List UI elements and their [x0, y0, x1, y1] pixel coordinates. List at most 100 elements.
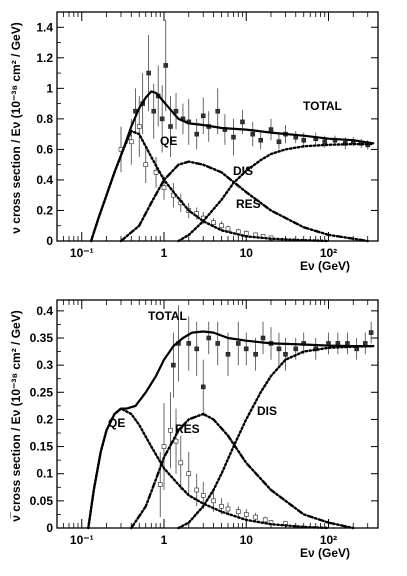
dis-curve [177, 142, 375, 243]
qe-measurement-point [219, 223, 224, 229]
total-measurement-point [268, 127, 274, 132]
x-tick-label: 1 [161, 246, 168, 260]
qe-measurement-point [225, 506, 231, 512]
y-tick-label: 0.1 [36, 467, 53, 481]
total-measurement-point [163, 63, 169, 68]
total-curve-label: TOTAL [148, 309, 187, 323]
y-tick-label: 0.6 [36, 142, 53, 156]
qe-measurement-point [186, 471, 192, 477]
total-measurement-point [258, 137, 264, 143]
y-tick-label: 0.15 [30, 440, 54, 454]
qe-curve-label: QE [108, 416, 125, 430]
x-tick-label: 10² [320, 533, 337, 547]
y-tick-label: 0.3 [36, 358, 53, 372]
x-tick-label: 1 [161, 533, 168, 547]
antineutrino-panel: 0 0.05 0.1 0.15 0.2 0.25 0.3 0.35 0.4 10⁻¹ 1 10 10²E… [9, 299, 379, 560]
res-curve [119, 160, 369, 243]
qe-measurement-point [262, 517, 268, 523]
total-measurement-point [345, 341, 350, 346]
qe-measurement-point [153, 170, 159, 175]
total-measurement-point [225, 351, 231, 357]
total-measurement-point [368, 330, 374, 335]
qe-measurement-point [225, 226, 231, 232]
total-measurement-point [194, 131, 200, 137]
total-measurement-point [194, 346, 200, 352]
total-measurement-point [250, 131, 256, 137]
y-tick-label: 1 [46, 81, 53, 95]
total-measurement-point [151, 108, 157, 114]
res-curve [130, 412, 355, 530]
qe-measurement-point [161, 185, 167, 190]
y-tick-label: 1.2 [36, 51, 53, 65]
x-axis-label: Eν (GeV) [300, 259, 350, 273]
dis-curve-label: DIS [257, 404, 277, 418]
total-measurement-point [231, 134, 236, 140]
qe-measurement-point [211, 498, 216, 504]
y-tick-label: 0.05 [30, 494, 54, 508]
total-measurement-point [235, 341, 241, 346]
qe-measurement-point [211, 220, 216, 225]
x-tick-label: 10 [240, 246, 254, 260]
res-curve-label: RES [236, 197, 261, 211]
total-measurement-point [322, 139, 328, 145]
total-measurement-point [215, 341, 221, 346]
total-measurement-point [146, 70, 151, 76]
qe-measurement-point [200, 493, 206, 498]
total-measurement-point [206, 335, 212, 341]
y-axis-label: ν cross section / Eν (10⁻³⁸ cm² / GeV) [9, 22, 23, 233]
total-measurement-point [276, 346, 282, 352]
qe-curve-label: QE [160, 134, 177, 148]
total-curve-label: TOTAL [303, 99, 342, 113]
x-tick-label: 10 [240, 533, 254, 547]
y-tick-label: 0 [46, 234, 53, 248]
y-tick-label: 0.2 [36, 203, 53, 217]
y-tick-label: 0.2 [36, 412, 53, 426]
qe-measurement-point [173, 438, 179, 444]
qe-curve [87, 407, 330, 530]
total-measurement-point [253, 351, 258, 357]
total-measurement-point [168, 124, 173, 129]
y-tick-label: 0.4 [36, 173, 53, 187]
total-measurement-point [301, 137, 307, 143]
y-tick-label: 1.4 [36, 20, 53, 34]
total-measurement-point [276, 139, 282, 145]
plot-frame [56, 299, 379, 529]
total-measurement-point [173, 108, 179, 114]
y-axis-label: ν̅ cross section / Eν (10⁻³⁸ cm² / GeV) [9, 310, 23, 521]
total-measurement-point [293, 346, 299, 352]
plot-frame [56, 11, 379, 242]
total-measurement-point [200, 384, 206, 390]
qe-measurement-point [143, 162, 149, 167]
qe-measurement-point [128, 139, 134, 145]
total-curve [87, 330, 375, 530]
qe-measurement-point [235, 509, 241, 515]
qe-measurement-point [136, 124, 142, 129]
total-measurement-point [283, 351, 288, 357]
total-measurement-point [243, 346, 249, 352]
y-tick-label: 0 [46, 521, 53, 535]
qe-measurement-point [178, 460, 184, 466]
total-measurement-point [240, 119, 245, 125]
res-curve-label: RES [175, 422, 200, 436]
total-measurement-point [260, 335, 266, 341]
x-tick-label: 10⁻¹ [70, 533, 94, 547]
qe-measurement-point [243, 231, 249, 236]
x-tick-label: 10⁻¹ [70, 246, 94, 260]
qe-measurement-point [243, 512, 249, 517]
x-axis-label: Eν (GeV) [300, 546, 350, 560]
qe-measurement-point [219, 503, 224, 509]
qe-measurement-point [161, 444, 167, 449]
total-measurement-point [200, 113, 206, 119]
total-measurement-point [186, 341, 192, 346]
total-measurement-point [215, 108, 221, 114]
qe-measurement-point [194, 487, 200, 493]
total-measurement-point [171, 362, 176, 368]
total-measurement-point [362, 341, 368, 346]
y-tick-label: 0.35 [30, 331, 54, 345]
y-tick-label: 0.4 [36, 304, 53, 318]
qe-measurement-point [168, 427, 173, 433]
y-tick-label: 0.8 [36, 112, 53, 126]
